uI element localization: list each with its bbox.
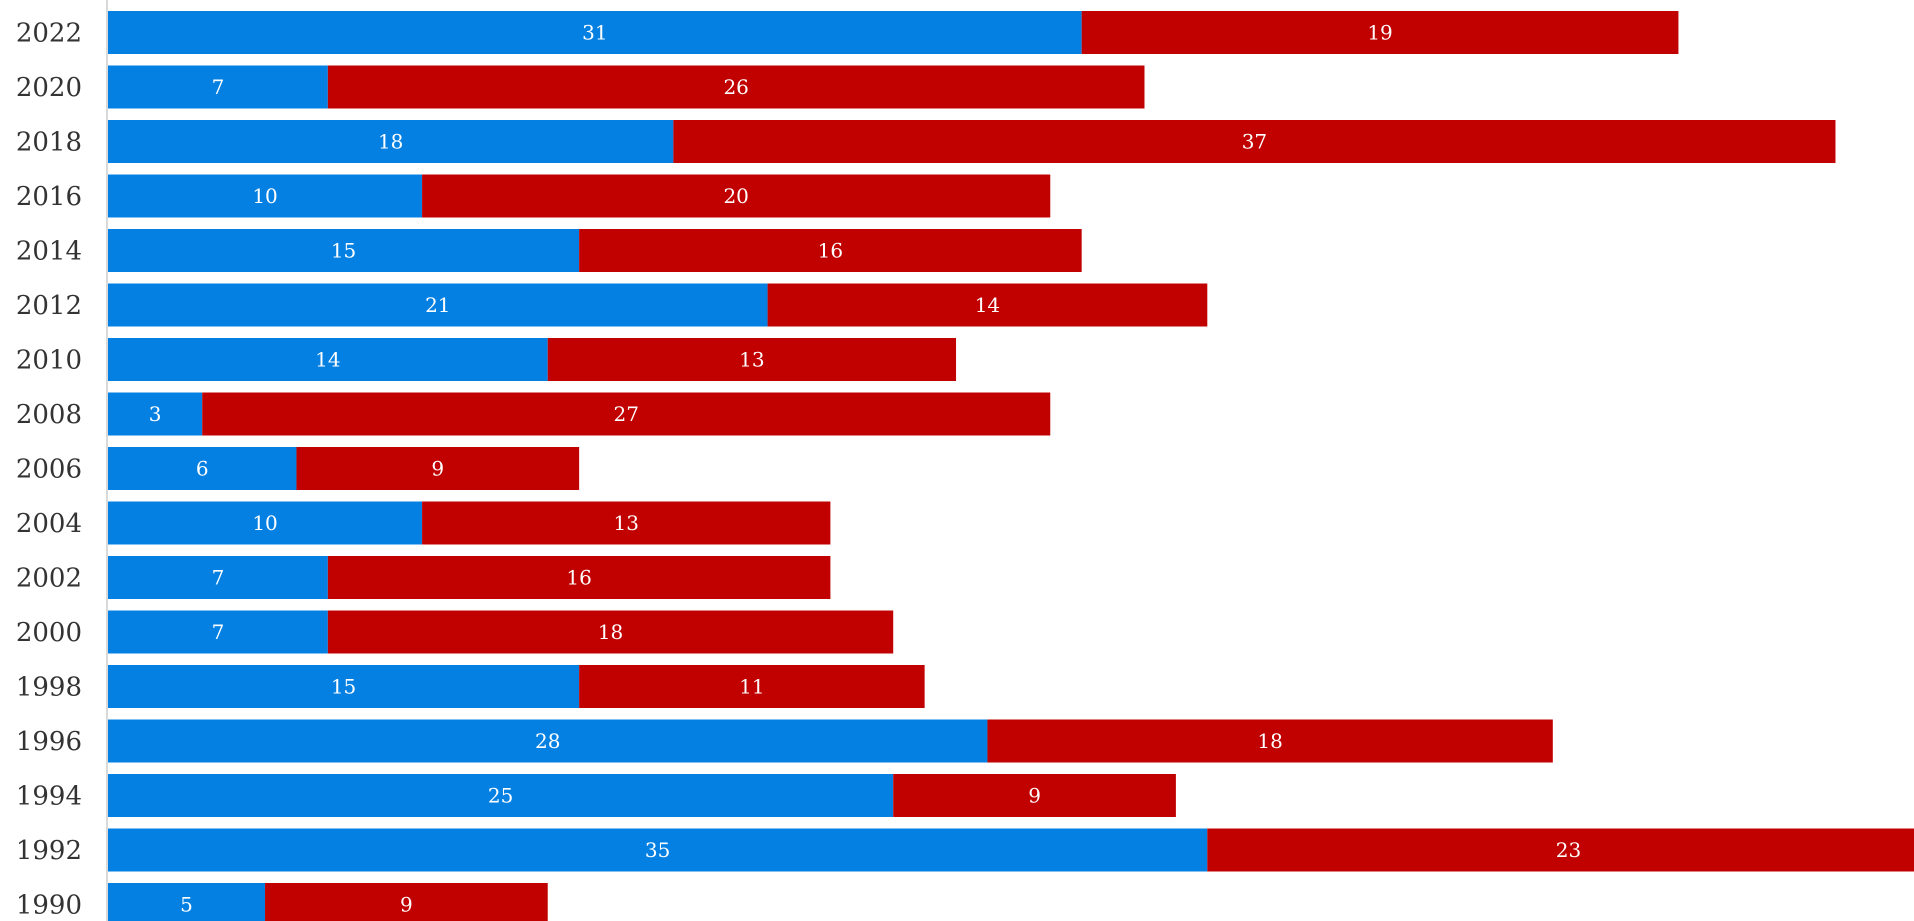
data-label-2020-series-1: 7 <box>212 75 225 99</box>
data-label-2012-series-2: 14 <box>975 293 1000 317</box>
bar-2006-series-1 <box>108 447 297 490</box>
data-label-2012-series-1: 21 <box>425 293 450 317</box>
category-label-1994: 1994 <box>16 782 82 812</box>
bar-2020-series-1 <box>108 65 328 109</box>
data-label-1996-series-2: 18 <box>1257 729 1282 753</box>
bar-2000-series-2 <box>327 610 894 654</box>
category-label-2016: 2016 <box>16 182 82 212</box>
data-label-2022-series-1: 31 <box>582 21 607 45</box>
data-label-1992-series-1: 35 <box>645 838 670 862</box>
data-label-2002-series-1: 7 <box>212 566 225 590</box>
bar-1992-series-1 <box>108 828 1208 872</box>
data-label-1996-series-1: 28 <box>535 729 560 753</box>
data-label-2004-series-1: 10 <box>252 511 277 535</box>
data-label-2006-series-1: 6 <box>196 457 209 481</box>
category-label-1992: 1992 <box>16 836 82 866</box>
bar-1998-series-1 <box>108 665 580 708</box>
category-label-2008: 2008 <box>16 400 82 430</box>
data-label-2022-series-2: 19 <box>1367 21 1392 45</box>
category-label-2020: 2020 <box>16 73 82 103</box>
category-label-2004: 2004 <box>16 509 82 539</box>
category-labels: 2022 2020 2018 2016 2014 2012 2010 2008 2006 2004… <box>16 19 82 921</box>
bar-1996-series-2 <box>987 719 1553 763</box>
data-label-2002-series-2: 16 <box>566 566 591 590</box>
data-label-1990-series-2: 9 <box>400 893 413 917</box>
category-label-1998: 1998 <box>16 673 82 703</box>
category-label-2022: 2022 <box>16 19 82 49</box>
category-label-2000: 2000 <box>16 618 82 648</box>
bar-1990-series-1 <box>108 883 266 921</box>
bar-2000-series-1 <box>108 610 328 654</box>
bar-1990-series-2 <box>265 883 548 921</box>
bar-1998-series-2 <box>579 665 925 708</box>
category-label-2012: 2012 <box>16 291 82 321</box>
category-label-2006: 2006 <box>16 455 82 485</box>
bar-2004-series-1 <box>108 501 423 545</box>
category-label-1996: 1996 <box>16 727 82 757</box>
bar-2016-series-1 <box>108 174 423 218</box>
bar-2012-series-2 <box>767 283 1208 327</box>
bar-2014-series-1 <box>108 229 580 272</box>
data-label-2016-series-2: 20 <box>723 184 748 208</box>
category-label-2010: 2010 <box>16 346 82 376</box>
data-label-2014-series-1: 15 <box>331 239 356 263</box>
data-label-2016-series-1: 10 <box>252 184 277 208</box>
data-label-2006-series-2: 9 <box>431 457 444 481</box>
data-label-2018-series-2: 37 <box>1242 130 1267 154</box>
data-label-2000-series-2: 18 <box>598 620 623 644</box>
bar-2022-series-1 <box>108 11 1082 54</box>
bar-2022-series-2 <box>1081 11 1679 54</box>
data-label-2010-series-1: 14 <box>315 348 340 372</box>
data-label-2014-series-2: 16 <box>818 239 843 263</box>
bar-2010-series-2 <box>547 338 957 381</box>
data-label-1994-series-2: 9 <box>1028 784 1041 808</box>
bar-2008-series-1 <box>108 392 203 436</box>
data-label-1992-series-2: 23 <box>1556 838 1581 862</box>
data-label-2020-series-2: 26 <box>723 75 748 99</box>
bar-1994-series-1 <box>108 774 894 817</box>
bar-2016-series-2 <box>422 174 1051 218</box>
bars-group: 31 19 7 26 18 37 10 20 15 16 21 14 14 13 3 27 6 9 10 13 7 16 7… <box>108 11 1914 921</box>
category-label-1990: 1990 <box>16 891 82 921</box>
data-label-2008-series-2: 27 <box>614 402 639 426</box>
bar-2004-series-2 <box>422 501 831 545</box>
data-label-1994-series-1: 25 <box>488 784 513 808</box>
bar-2002-series-2 <box>327 556 831 599</box>
bar-2010-series-1 <box>108 338 548 381</box>
bar-2020-series-2 <box>327 65 1145 109</box>
bar-2018-series-2 <box>673 120 1836 163</box>
bar-2014-series-2 <box>579 229 1082 272</box>
bar-2008-series-2 <box>202 392 1051 436</box>
data-label-1998-series-1: 15 <box>331 675 356 699</box>
data-label-2000-series-1: 7 <box>212 620 225 644</box>
category-label-2014: 2014 <box>16 237 82 267</box>
category-label-2002: 2002 <box>16 564 82 594</box>
bar-1996-series-1 <box>108 719 988 763</box>
bar-2018-series-1 <box>108 120 674 163</box>
data-label-2004-series-2: 13 <box>614 511 639 535</box>
bar-2006-series-2 <box>296 447 580 490</box>
data-label-2018-series-1: 18 <box>378 130 403 154</box>
bar-1992-series-2 <box>1207 828 1914 872</box>
category-label-2018: 2018 <box>16 128 82 158</box>
data-label-1998-series-2: 11 <box>739 675 764 699</box>
bar-2012-series-1 <box>108 283 768 327</box>
data-label-2008-series-1: 3 <box>149 402 162 426</box>
data-label-2010-series-2: 13 <box>739 348 764 372</box>
bar-2002-series-1 <box>108 556 328 599</box>
data-label-1990-series-1: 5 <box>180 893 193 917</box>
bar-1994-series-2 <box>893 774 1176 817</box>
